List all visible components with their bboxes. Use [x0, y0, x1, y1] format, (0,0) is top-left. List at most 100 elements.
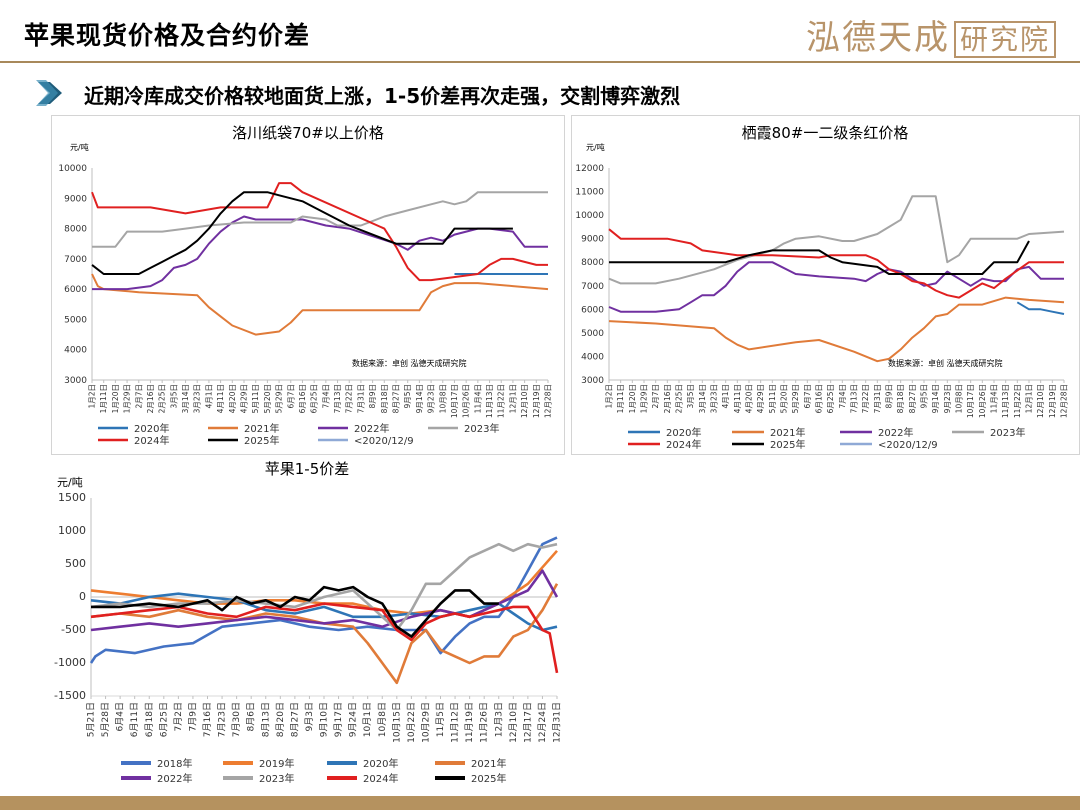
- x-tick-label: 7月13日: [850, 384, 859, 413]
- x-tick-label: 7月22日: [345, 384, 354, 413]
- x-tick-label: 9月14日: [415, 384, 424, 413]
- x-tick-label: 1月20日: [628, 384, 637, 413]
- legend-label: 2020年: [666, 426, 701, 439]
- x-tick-label: 6月18日: [144, 702, 155, 737]
- x-tick-label: 12月28日: [544, 384, 553, 418]
- legend-label: 2021年: [471, 757, 506, 770]
- x-tick-label: 7月23日: [217, 702, 228, 737]
- y-tick-label: 6000: [581, 305, 604, 315]
- x-tick-label: 9月14日: [931, 384, 940, 413]
- section-subtitle: 近期冷库成交价格较地面货上涨，1-5价差再次走强，交割博弈激烈: [84, 84, 681, 108]
- x-tick-label: 9月3日: [304, 702, 315, 731]
- series-line-2022: [90, 569, 559, 632]
- x-tick-label: 1月11日: [616, 384, 625, 413]
- y-tick-label: 8000: [581, 258, 604, 268]
- x-tick-label: 3月23日: [193, 384, 202, 413]
- logo-box-text: 研究院: [953, 21, 1056, 58]
- x-tick-label: 7月4日: [321, 384, 330, 409]
- y-tick-label: 1000: [58, 524, 86, 537]
- x-tick-label: 2月7日: [651, 384, 660, 409]
- x-tick-label: 8月18日: [380, 384, 389, 413]
- x-tick-label: 11月26日: [479, 702, 490, 743]
- x-tick-label: 4月29日: [756, 384, 765, 413]
- x-tick-label: 9月5日: [920, 384, 929, 409]
- x-tick-label: 10月29日: [420, 702, 431, 743]
- legend-label: <2020/12/9: [878, 440, 938, 451]
- series-line-2020: [90, 592, 558, 632]
- y-tick-label: 10000: [58, 164, 87, 174]
- x-tick-label: 1月29日: [640, 384, 649, 413]
- chart-title: 苹果1-5价差: [265, 460, 350, 478]
- y-tick-label: 7000: [581, 282, 604, 292]
- chevron-right-icon: [36, 80, 62, 106]
- legend-label: 2025年: [471, 772, 506, 785]
- y-tick-label: 5000: [64, 315, 87, 325]
- x-tick-label: 4月20日: [228, 384, 237, 413]
- data-source-note: 数据来源：卓创 泓德天成研究院: [888, 358, 1003, 368]
- x-tick-label: 12月19日: [1048, 384, 1057, 418]
- x-tick-label: 12月31日: [552, 702, 563, 743]
- y-axis-label: 元/吨: [70, 142, 89, 152]
- x-tick-label: 9月17日: [333, 702, 344, 737]
- x-tick-label: 11月13日: [1001, 384, 1010, 418]
- x-tick-label: 2月25日: [675, 384, 684, 413]
- x-tick-label: 6月11日: [129, 702, 140, 737]
- y-tick-label: -500: [61, 623, 86, 636]
- x-tick-label: 4月1日: [721, 384, 730, 409]
- x-tick-label: 12月1日: [1025, 384, 1034, 413]
- x-tick-label: 11月12日: [450, 702, 461, 743]
- y-tick-label: 3000: [581, 376, 604, 386]
- legend-label: 2019年: [259, 757, 294, 770]
- x-tick-label: 9月5日: [403, 384, 412, 409]
- x-tick-label: 6月25日: [826, 384, 835, 413]
- chart-panel-luochuan: 洛川纸袋70#以上价格 元/吨 3000 4000 5000 6000 7000 8000 90…: [51, 115, 565, 455]
- legend-label: 2022年: [878, 426, 913, 439]
- series-line-2021: [90, 583, 559, 685]
- legend-label: 2021年: [244, 422, 279, 435]
- y-axis-label: 元/吨: [57, 476, 83, 489]
- x-tick-label: 10月17日: [966, 384, 975, 418]
- legend-label: 2024年: [666, 438, 701, 451]
- x-tick-label: 9月23日: [427, 384, 436, 413]
- legend-label: <2020/12/9: [354, 436, 414, 447]
- x-tick-label: 4月11日: [733, 384, 742, 413]
- y-axis-label: 元/吨: [586, 142, 605, 152]
- footer-bar: [0, 796, 1080, 810]
- x-tick-label: 10月8日: [955, 384, 964, 413]
- x-tick-label: 11月5日: [435, 702, 446, 737]
- y-tick-label: 12000: [575, 164, 604, 174]
- y-tick-label: 7000: [64, 255, 87, 265]
- y-tick-label: 9000: [64, 194, 87, 204]
- x-tick-label: 1月2日: [605, 384, 614, 409]
- y-tick-label: 6000: [64, 285, 87, 295]
- x-tick-label: 7月13日: [333, 384, 342, 413]
- series-line-2021: [91, 273, 549, 336]
- x-tick-label: 11月22日: [1013, 384, 1022, 418]
- x-tick-label: 5月20日: [263, 384, 272, 413]
- x-tick-label: 3月5日: [686, 384, 695, 409]
- x-tick-label: 3月14日: [698, 384, 707, 413]
- chart-panel-qixia: 栖霞80#一二级条红价格 元/吨 3000 4000 5000 6000 7000 8000 9…: [571, 115, 1080, 455]
- series-line-2024: [608, 228, 1064, 299]
- x-tick-label: 7月31日: [873, 384, 882, 413]
- x-tick-label: 8月9日: [368, 384, 377, 409]
- brand-logo: 泓德天成 研究院: [806, 10, 1056, 59]
- x-tick-label: 8月20日: [275, 702, 286, 737]
- x-tick-label: 6月25日: [158, 702, 169, 737]
- x-tick-label: 12月19日: [532, 384, 541, 418]
- x-tick-label: 11月19日: [464, 702, 475, 743]
- x-tick-label: 4月1日: [204, 384, 213, 409]
- x-tick-label: 1月11日: [99, 384, 108, 413]
- series-line-2024: [90, 602, 559, 674]
- x-tick-label: 12月3日: [493, 702, 504, 737]
- x-tick-label: 10月8日: [438, 384, 447, 413]
- x-tick-label: 3月5日: [169, 384, 178, 409]
- y-tick-label: 4000: [581, 352, 604, 362]
- data-source-note: 数据来源：卓创 泓德天成研究院: [352, 358, 467, 368]
- x-tick-label: 11月13日: [485, 384, 494, 418]
- legend-label: 2021年: [770, 426, 805, 439]
- x-tick-label: 10月26日: [978, 384, 987, 418]
